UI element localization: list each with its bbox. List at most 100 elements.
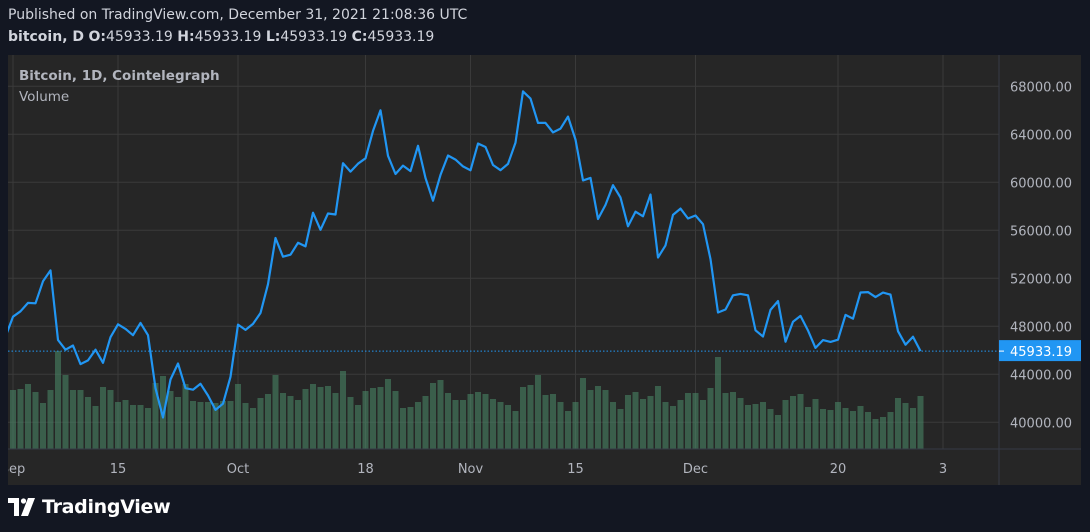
volume-bar bbox=[790, 396, 796, 449]
volume-bar bbox=[812, 399, 819, 449]
volume-bar bbox=[692, 393, 699, 449]
tradingview-logo[interactable]: TradingView bbox=[8, 496, 171, 518]
volume-bar bbox=[662, 402, 669, 449]
volume-bar bbox=[520, 387, 526, 449]
volume-bar bbox=[700, 400, 706, 449]
volume-bar bbox=[610, 402, 616, 449]
volume-bar bbox=[242, 403, 249, 449]
published-caption: Published on TradingView.com, December 3… bbox=[8, 7, 468, 23]
volume-bar bbox=[565, 411, 571, 449]
volume-bar bbox=[640, 399, 646, 449]
price-tick-label: 48000.00 bbox=[1010, 320, 1072, 335]
volume-bar bbox=[235, 384, 241, 449]
volume-bar bbox=[422, 396, 429, 449]
price-tick-label: 44000.00 bbox=[1010, 368, 1072, 383]
time-tick-label: 18 bbox=[357, 462, 374, 477]
volume-bar bbox=[572, 402, 579, 449]
volume-bar bbox=[107, 390, 114, 449]
volume-bar bbox=[77, 390, 84, 449]
volume-bar bbox=[730, 392, 736, 449]
volume-bar bbox=[137, 405, 144, 449]
volume-bar bbox=[62, 375, 69, 449]
volume-bar bbox=[595, 386, 601, 449]
volume-bar bbox=[460, 400, 466, 449]
high-label: H: bbox=[177, 29, 195, 45]
volume-bar bbox=[92, 406, 99, 449]
volume-bar bbox=[130, 405, 136, 449]
volume-bar bbox=[752, 404, 759, 449]
volume-bar bbox=[632, 392, 639, 449]
volume-bar bbox=[715, 357, 721, 449]
volume-bar bbox=[872, 419, 879, 449]
volume-bar bbox=[152, 383, 159, 449]
price-tick-label: 64000.00 bbox=[1010, 128, 1072, 143]
volume-bar bbox=[677, 400, 684, 449]
volume-bar bbox=[835, 402, 841, 449]
volume-bar bbox=[617, 409, 624, 449]
time-tick-label: Nov bbox=[458, 462, 484, 477]
last-price-badge-bg bbox=[999, 340, 1081, 362]
price-tick-label: 68000.00 bbox=[1010, 80, 1072, 95]
volume-bar bbox=[400, 408, 406, 449]
last-price-badge: 45933.19 bbox=[999, 340, 1081, 362]
volume-bar bbox=[212, 403, 219, 449]
volume-bar bbox=[655, 386, 661, 449]
time-tick-label: 20 bbox=[830, 462, 847, 477]
price-tick-label: 52000.00 bbox=[1010, 272, 1072, 287]
volume-bar bbox=[895, 398, 901, 449]
volume-bar bbox=[797, 394, 804, 449]
volume-bar bbox=[580, 378, 586, 449]
volume-bar bbox=[827, 410, 834, 449]
volume-bar bbox=[122, 400, 129, 449]
volume-bar bbox=[430, 383, 436, 449]
volume-bar bbox=[475, 392, 481, 449]
volume-bar bbox=[602, 390, 609, 449]
volume-bar bbox=[535, 375, 541, 449]
volume-bar bbox=[647, 396, 654, 449]
volume-legend: Volume bbox=[19, 89, 70, 105]
volume-bar bbox=[490, 399, 496, 449]
price-points bbox=[12, 91, 921, 418]
volume-bar bbox=[497, 402, 504, 449]
price-axis[interactable]: 40000.00 44000.00 48000.00 52000.00 56000.00… bbox=[1010, 80, 1072, 431]
volume-bar bbox=[295, 400, 301, 449]
time-tick-label: 3 bbox=[939, 462, 947, 477]
time-tick-label: 15 bbox=[567, 462, 584, 477]
volume-bar bbox=[227, 401, 234, 449]
logo-text: TradingView bbox=[42, 496, 171, 518]
volume-bar bbox=[527, 385, 534, 449]
price-line bbox=[8, 90, 922, 419]
volume-bar bbox=[347, 397, 354, 449]
high-value: 45933.19 bbox=[194, 29, 262, 45]
volume-bar bbox=[310, 384, 316, 449]
volume-bar bbox=[805, 407, 811, 449]
volume-bar bbox=[685, 393, 691, 449]
volume-bar bbox=[452, 400, 459, 449]
time-axis[interactable]: Sep 15 Oct 18 Nov 15 Dec 20 3 bbox=[1, 462, 947, 477]
volume-bar bbox=[190, 401, 196, 449]
volume-bar bbox=[55, 351, 61, 449]
volume-bar bbox=[512, 411, 519, 449]
symbol-label: bitcoin, D bbox=[8, 29, 85, 45]
volume-bar bbox=[775, 415, 781, 449]
time-tick-label: 15 bbox=[110, 462, 127, 477]
volume-bar bbox=[445, 393, 451, 449]
volume-bar bbox=[625, 395, 631, 449]
volume-bar bbox=[325, 386, 331, 449]
volume-bar bbox=[722, 393, 729, 449]
price-tick-label: 56000.00 bbox=[1010, 224, 1072, 239]
open-value: 45933.19 bbox=[105, 29, 173, 45]
volume-bar bbox=[317, 387, 324, 449]
volume-bar bbox=[820, 409, 826, 449]
volume-bar bbox=[272, 375, 279, 449]
volume-bar bbox=[887, 412, 894, 449]
volume-bar bbox=[385, 379, 391, 449]
volume-bar bbox=[902, 403, 909, 449]
last-price-label: 45933.19 bbox=[1010, 345, 1072, 360]
volume-bar bbox=[587, 390, 594, 449]
volume-bar bbox=[760, 402, 766, 449]
volume-bar bbox=[550, 394, 556, 449]
volume-bar bbox=[145, 408, 151, 449]
time-tick-label: Sep bbox=[1, 462, 26, 477]
